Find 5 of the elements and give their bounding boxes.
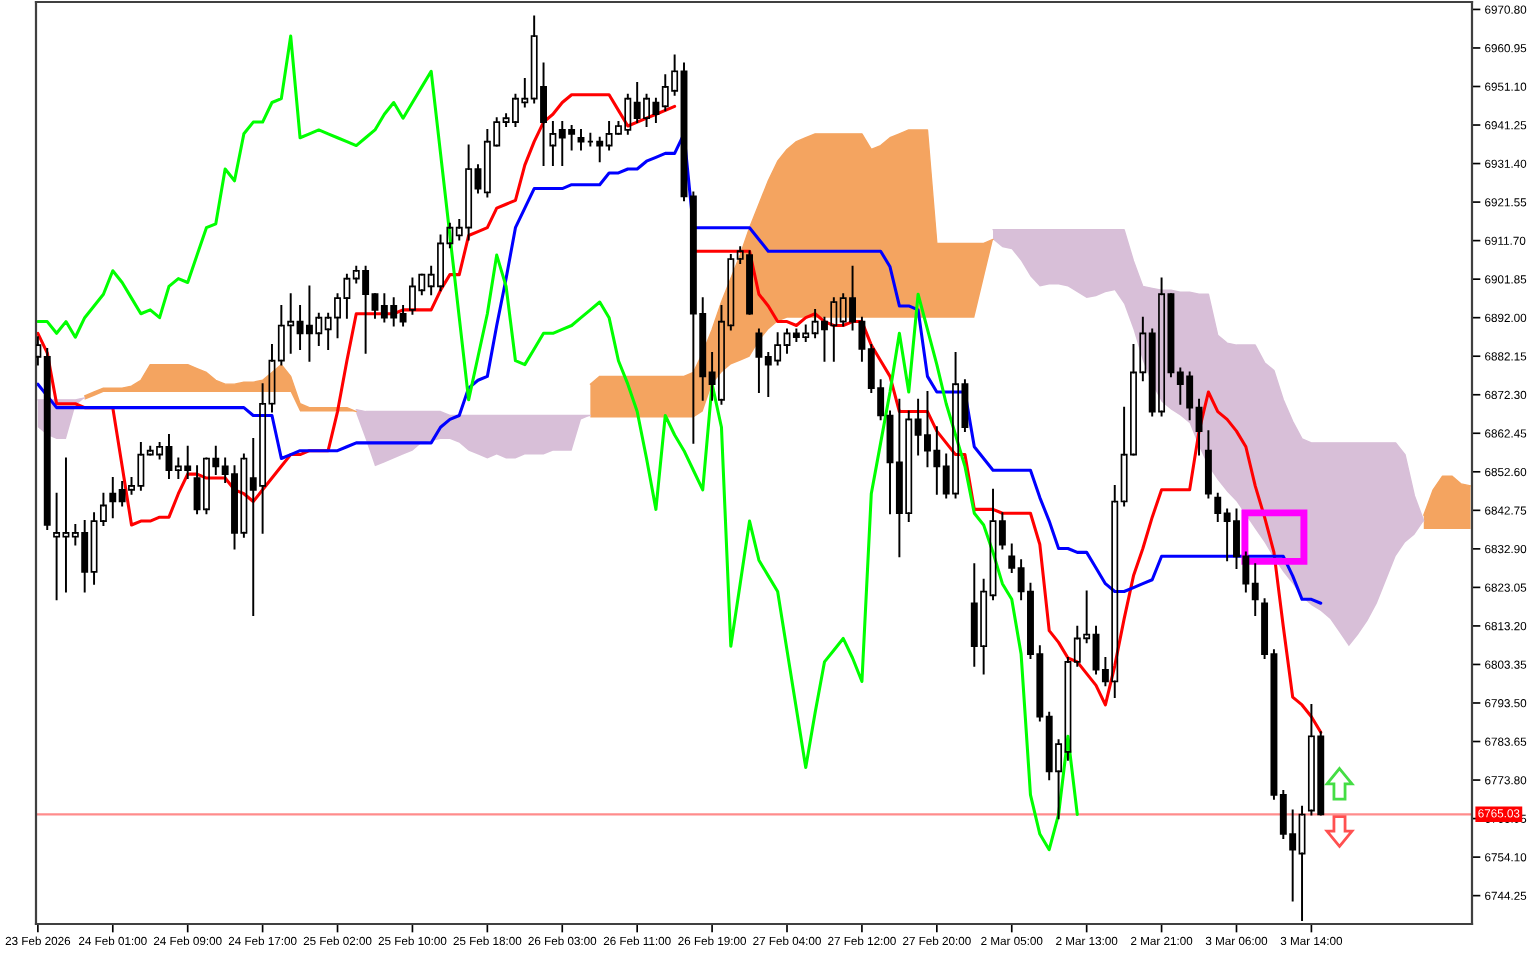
candlestick bbox=[43, 348, 51, 530]
candlestick bbox=[1204, 430, 1212, 499]
line-series bbox=[36, 34, 1079, 852]
line-series bbox=[36, 132, 1323, 605]
candlestick bbox=[53, 492, 61, 601]
